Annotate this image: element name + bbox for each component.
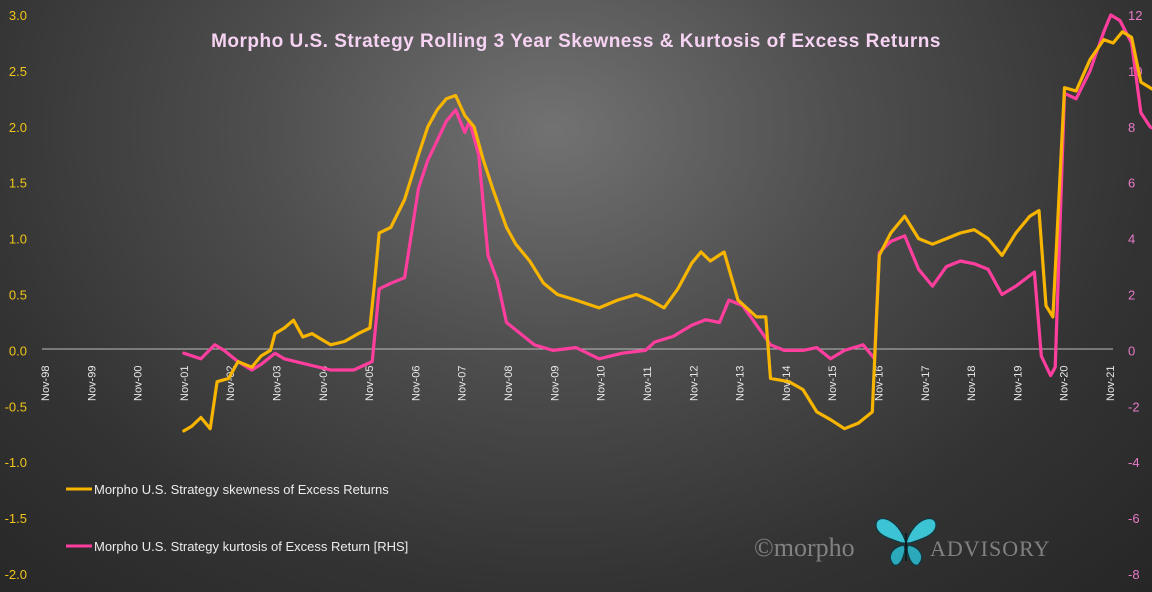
watermark-text-tail: ADVISORY	[930, 536, 1050, 561]
x-axis-tick-label: Nov-19	[1012, 366, 1024, 401]
left-axis-tick-label: 2.5	[9, 64, 27, 79]
right-axis-tick-label: -2	[1128, 399, 1140, 414]
chart-title: Morpho U.S. Strategy Rolling 3 Year Skew…	[211, 31, 941, 52]
legend-label-skewness: Morpho U.S. Strategy skewness of Excess …	[94, 482, 389, 497]
x-axis-tick-label: Nov-02	[225, 366, 237, 401]
x-axis-tick-label: Nov-11	[642, 366, 654, 401]
watermark-text: ©morpho	[754, 533, 855, 562]
right-axis-tick-label: 4	[1128, 232, 1135, 247]
left-axis-tick-label: 1.5	[9, 176, 27, 191]
right-axis-tick-label: 12	[1128, 8, 1142, 23]
x-axis-tick-label: Nov-17	[920, 366, 932, 401]
x-axis-tick-label: Nov-98	[40, 366, 52, 401]
right-axis-tick-label: 8	[1128, 120, 1135, 135]
left-axis-tick-label: 3.0	[9, 8, 27, 23]
series-line-skewness	[182, 30, 1152, 433]
butterfly-icon	[875, 517, 937, 566]
x-axis-tick-label: Nov-07	[457, 366, 469, 401]
right-axis-tick-label: -8	[1128, 567, 1140, 582]
left-axis-tick-label: 0.5	[9, 288, 27, 303]
legend-label-kurtosis: Morpho U.S. Strategy kurtosis of Excess …	[94, 539, 408, 554]
x-axis-tick-label: Nov-10	[596, 366, 608, 401]
x-axis-tick-label: Nov-08	[503, 366, 515, 401]
x-axis-tick-label: Nov-09	[549, 366, 561, 401]
left-axis-tick-label: 0.0	[9, 343, 27, 358]
left-axis: -2.0 -1.5 -1.0 -0.5 0.0 0.5 1.0 1.5 2.0 2.5 3.0	[5, 8, 27, 582]
right-axis-tick-label: 0	[1128, 343, 1135, 358]
x-axis-tick-label: Nov-03	[272, 366, 284, 401]
x-axis-tick-label: Nov-00	[133, 366, 145, 401]
x-axis-tick-label: Nov-05	[364, 366, 376, 401]
x-axis-tick-label: Nov-99	[86, 366, 98, 401]
left-axis-tick-label: -0.5	[5, 399, 27, 414]
series-line-kurtosis	[182, 13, 1152, 378]
x-axis-tick-label: Nov-13	[735, 366, 747, 401]
x-axis: Nov-98 Nov-99 Nov-00 Nov-01 Nov-02 Nov-03 Nov-…	[40, 348, 1117, 401]
x-axis-tick-label: Nov-01	[179, 366, 191, 401]
x-axis-tick-label: Nov-14	[781, 366, 793, 401]
left-axis-tick-label: 2.0	[9, 120, 27, 135]
left-axis-tick-label: -2.0	[5, 567, 27, 582]
right-axis-tick-label: 6	[1128, 176, 1135, 191]
left-axis-tick-label: 1.0	[9, 232, 27, 247]
x-axis-tick-label: Nov-16	[873, 366, 885, 401]
legend-item-kurtosis: Morpho U.S. Strategy kurtosis of Excess …	[66, 539, 408, 554]
right-axis-tick-label: -6	[1128, 511, 1140, 526]
legend: Morpho U.S. Strategy skewness of Excess …	[66, 482, 408, 554]
right-axis-tick-label: -4	[1128, 455, 1140, 470]
series-layer	[182, 13, 1152, 433]
left-axis-tick-label: -1.5	[5, 511, 27, 526]
x-axis-tick-label: Nov-04	[318, 366, 330, 401]
x-axis-tick-label: Nov-06	[410, 366, 422, 401]
x-axis-tick-label: Nov-18	[966, 366, 978, 401]
legend-item-skewness: Morpho U.S. Strategy skewness of Excess …	[66, 482, 389, 497]
watermark-logo: ©morpho ADVISORY	[754, 517, 1050, 566]
left-axis-tick-label: -1.0	[5, 455, 27, 470]
x-axis-tick-label: Nov-21	[1105, 366, 1117, 401]
x-axis-tick-label: Nov-15	[827, 366, 839, 401]
x-axis-tick-label: Nov-20	[1059, 366, 1071, 401]
x-axis-tick-label: Nov-12	[688, 366, 700, 401]
right-axis-tick-label: 2	[1128, 288, 1135, 303]
